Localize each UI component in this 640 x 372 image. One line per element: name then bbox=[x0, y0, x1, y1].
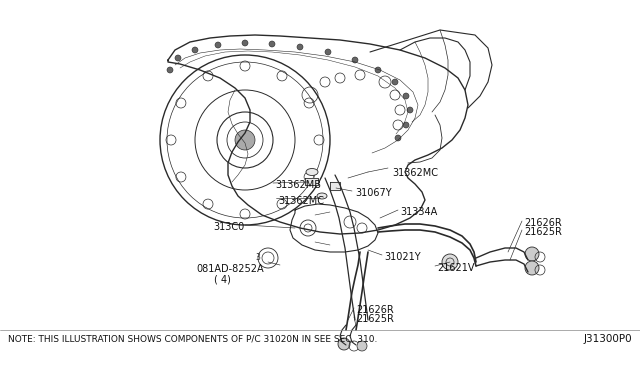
Ellipse shape bbox=[306, 169, 318, 176]
Polygon shape bbox=[305, 178, 318, 185]
Text: 3: 3 bbox=[255, 253, 260, 263]
Text: 21621V: 21621V bbox=[437, 263, 474, 273]
Circle shape bbox=[395, 135, 401, 141]
Text: 31362MC: 31362MC bbox=[278, 196, 324, 206]
Text: J31300P0: J31300P0 bbox=[584, 334, 632, 344]
Circle shape bbox=[357, 341, 367, 351]
Text: 31334A: 31334A bbox=[400, 207, 437, 217]
Circle shape bbox=[325, 49, 331, 55]
Circle shape bbox=[215, 42, 221, 48]
Text: 31362MB: 31362MB bbox=[275, 180, 321, 190]
Circle shape bbox=[297, 44, 303, 50]
Circle shape bbox=[525, 247, 539, 261]
Polygon shape bbox=[330, 182, 340, 190]
Circle shape bbox=[442, 254, 458, 270]
Circle shape bbox=[525, 261, 539, 275]
Text: 21625R: 21625R bbox=[524, 227, 562, 237]
Text: ( 4): ( 4) bbox=[214, 275, 231, 285]
Text: 31362MC: 31362MC bbox=[392, 168, 438, 178]
Circle shape bbox=[167, 67, 173, 73]
Circle shape bbox=[242, 40, 248, 46]
Circle shape bbox=[403, 122, 409, 128]
Text: 313C0: 313C0 bbox=[213, 222, 244, 232]
Circle shape bbox=[392, 79, 398, 85]
Text: 21626R: 21626R bbox=[356, 305, 394, 315]
Circle shape bbox=[403, 93, 409, 99]
Text: 081AD-8252A: 081AD-8252A bbox=[196, 264, 264, 274]
Text: 31067Y: 31067Y bbox=[355, 188, 392, 198]
Text: NOTE: THIS ILLUSTRATION SHOWS COMPONENTS OF P/C 31020N IN SEE SEC. 310.: NOTE: THIS ILLUSTRATION SHOWS COMPONENTS… bbox=[8, 334, 378, 343]
Text: 21626R: 21626R bbox=[524, 218, 562, 228]
Text: 21625R: 21625R bbox=[356, 314, 394, 324]
Circle shape bbox=[269, 41, 275, 47]
Text: 31021Y: 31021Y bbox=[384, 252, 420, 262]
Circle shape bbox=[352, 57, 358, 63]
Circle shape bbox=[375, 67, 381, 73]
Circle shape bbox=[235, 130, 255, 150]
Circle shape bbox=[407, 107, 413, 113]
Circle shape bbox=[338, 338, 350, 350]
Circle shape bbox=[192, 47, 198, 53]
Ellipse shape bbox=[317, 193, 327, 199]
Circle shape bbox=[175, 55, 181, 61]
